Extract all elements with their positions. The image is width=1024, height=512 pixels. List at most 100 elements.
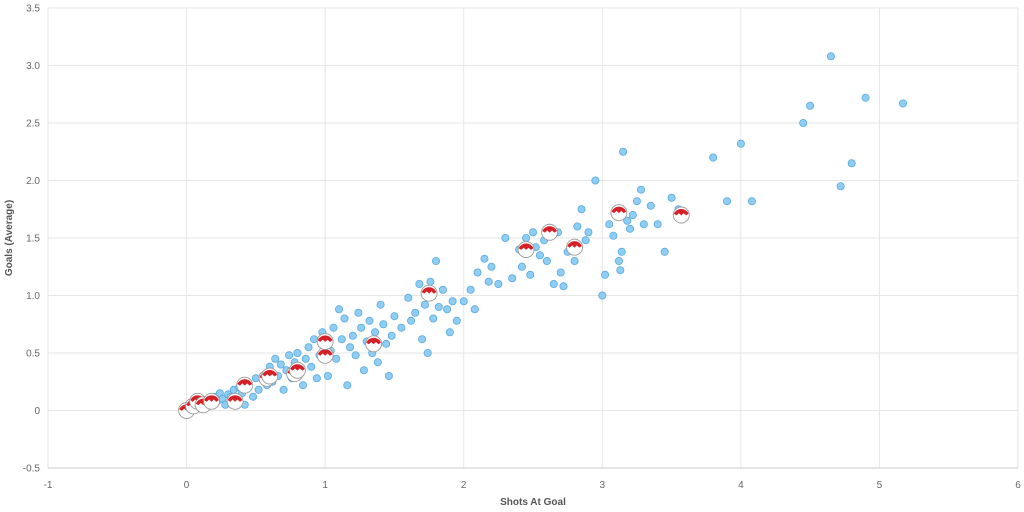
data-point[interactable] [639, 220, 648, 229]
data-point[interactable] [337, 335, 346, 344]
data-point[interactable] [660, 247, 669, 256]
data-point[interactable] [354, 308, 363, 317]
data-point[interactable] [357, 323, 366, 332]
data-point[interactable] [346, 343, 355, 352]
highlight-point[interactable] [541, 223, 559, 241]
data-point[interactable] [616, 266, 625, 275]
data-point[interactable] [420, 300, 429, 309]
data-point[interactable] [371, 328, 380, 337]
highlight-point[interactable] [517, 241, 535, 258]
data-point[interactable] [376, 300, 385, 309]
data-point[interactable] [517, 262, 526, 271]
data-point[interactable] [487, 262, 496, 271]
data-point[interactable] [637, 185, 646, 194]
data-point[interactable] [301, 354, 310, 363]
data-point[interactable] [397, 323, 406, 332]
data-point[interactable] [632, 197, 641, 206]
data-point[interactable] [271, 354, 280, 363]
data-point[interactable] [473, 268, 482, 277]
data-point[interactable] [508, 274, 517, 283]
data-point[interactable] [626, 224, 635, 233]
data-point[interactable] [418, 335, 427, 344]
data-point[interactable] [653, 220, 662, 229]
highlight-point[interactable] [203, 392, 220, 410]
data-point[interactable] [573, 222, 582, 231]
data-point[interactable] [549, 279, 558, 288]
data-point[interactable] [526, 270, 535, 279]
data-point[interactable] [628, 210, 637, 219]
data-point[interactable] [529, 228, 538, 237]
data-point[interactable] [898, 99, 907, 108]
data-point[interactable] [312, 374, 321, 383]
data-point[interactable] [379, 320, 388, 329]
data-point[interactable] [736, 139, 745, 148]
data-point[interactable] [307, 362, 316, 371]
data-point[interactable] [434, 302, 443, 311]
data-point[interactable] [423, 348, 432, 357]
data-point[interactable] [598, 291, 607, 300]
data-point[interactable] [836, 182, 845, 191]
data-point[interactable] [249, 392, 258, 401]
data-point[interactable] [614, 256, 623, 265]
data-point[interactable] [667, 193, 676, 202]
data-point[interactable] [415, 279, 424, 288]
data-point[interactable] [806, 101, 815, 110]
data-point[interactable] [443, 305, 452, 314]
data-point[interactable] [279, 385, 288, 394]
data-point[interactable] [466, 285, 475, 294]
data-point[interactable] [484, 277, 493, 286]
data-point[interactable] [619, 147, 628, 156]
data-point[interactable] [293, 348, 302, 357]
data-point[interactable] [384, 371, 393, 380]
highlight-point[interactable] [610, 204, 628, 222]
highlight-point[interactable] [420, 284, 438, 302]
highlight-point[interactable] [288, 361, 306, 379]
data-point[interactable] [431, 256, 440, 265]
data-point[interactable] [470, 305, 479, 314]
data-point[interactable] [522, 233, 531, 242]
data-point[interactable] [310, 335, 319, 344]
data-point[interactable] [591, 176, 600, 185]
data-point[interactable] [426, 277, 435, 286]
data-point[interactable] [494, 279, 503, 288]
data-point[interactable] [581, 236, 590, 245]
data-point[interactable] [847, 159, 856, 168]
data-point[interactable] [861, 93, 870, 102]
data-point[interactable] [359, 366, 368, 375]
data-point[interactable] [285, 351, 294, 360]
data-point[interactable] [605, 220, 614, 229]
data-point[interactable] [601, 270, 610, 279]
highlight-point[interactable] [365, 335, 383, 353]
data-point[interactable] [390, 312, 399, 321]
data-point[interactable] [387, 331, 396, 340]
data-point[interactable] [429, 314, 438, 323]
data-point[interactable] [826, 52, 835, 61]
data-point[interactable] [723, 197, 732, 206]
data-point[interactable] [501, 233, 510, 242]
data-point[interactable] [445, 328, 454, 337]
data-point[interactable] [570, 256, 579, 265]
data-point[interactable] [351, 351, 360, 360]
data-point[interactable] [709, 153, 718, 162]
data-point[interactable] [334, 305, 343, 314]
data-point[interactable] [404, 293, 413, 302]
data-point[interactable] [411, 308, 420, 317]
data-point[interactable] [459, 297, 468, 306]
data-point[interactable] [556, 268, 565, 277]
data-point[interactable] [365, 316, 374, 325]
highlight-point[interactable] [316, 333, 334, 350]
data-point[interactable] [298, 381, 307, 390]
data-point[interactable] [407, 316, 416, 325]
highlight-point[interactable] [672, 206, 690, 224]
data-point[interactable] [646, 201, 655, 210]
data-point[interactable] [438, 285, 447, 294]
data-point[interactable] [535, 251, 544, 260]
data-point[interactable] [373, 358, 382, 367]
data-point[interactable] [617, 247, 626, 256]
data-point[interactable] [542, 256, 551, 265]
highlight-point[interactable] [226, 392, 244, 410]
data-point[interactable] [448, 297, 457, 306]
highlight-point[interactable] [566, 238, 584, 256]
data-point[interactable] [747, 197, 756, 206]
data-point[interactable] [559, 282, 568, 291]
